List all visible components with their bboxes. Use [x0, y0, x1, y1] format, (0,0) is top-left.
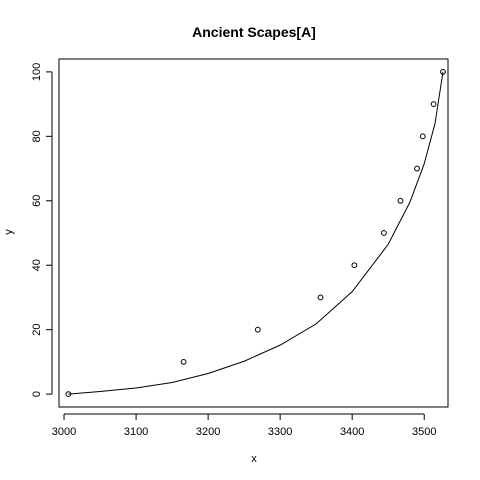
- x-tick-label: 3100: [124, 426, 148, 438]
- y-tick-label: 80: [31, 130, 43, 142]
- plot-area-frame: [58, 58, 449, 408]
- x-tick-label: 3200: [196, 426, 220, 438]
- y-tick-label: 100: [31, 63, 43, 81]
- y-tick-label: 60: [31, 195, 43, 207]
- x-tick-label: 3000: [52, 426, 76, 438]
- data-point: [440, 68, 446, 75]
- y-tick-label: 40: [31, 259, 43, 271]
- y-axis: 0 20 40 60 80 100: [31, 63, 53, 397]
- data-point: [419, 133, 426, 140]
- x-axis: 3000 3100 3200 3300 3400 3500: [52, 413, 436, 438]
- data-point: [397, 197, 404, 204]
- data-points-layer: [65, 68, 446, 398]
- data-point: [254, 326, 261, 333]
- x-axis-label: x: [251, 453, 257, 465]
- x-tick-label: 3300: [268, 426, 292, 438]
- x-tick-label: 3400: [340, 426, 364, 438]
- x-tick-label: 3500: [412, 426, 436, 438]
- y-tick-label: 0: [31, 391, 43, 397]
- data-point: [180, 358, 187, 365]
- fitted-curve-layer: [68, 71, 444, 395]
- data-point: [65, 391, 72, 398]
- fitted-curve: [68, 71, 444, 395]
- data-point: [380, 230, 387, 236]
- data-point: [351, 262, 358, 269]
- y-tick-label: 20: [31, 324, 43, 336]
- data-point: [430, 101, 437, 108]
- data-point: [317, 294, 324, 301]
- chart-title: Ancient Scapes[A]: [192, 24, 316, 40]
- data-point: [414, 165, 420, 172]
- y-axis-label: y: [3, 229, 15, 235]
